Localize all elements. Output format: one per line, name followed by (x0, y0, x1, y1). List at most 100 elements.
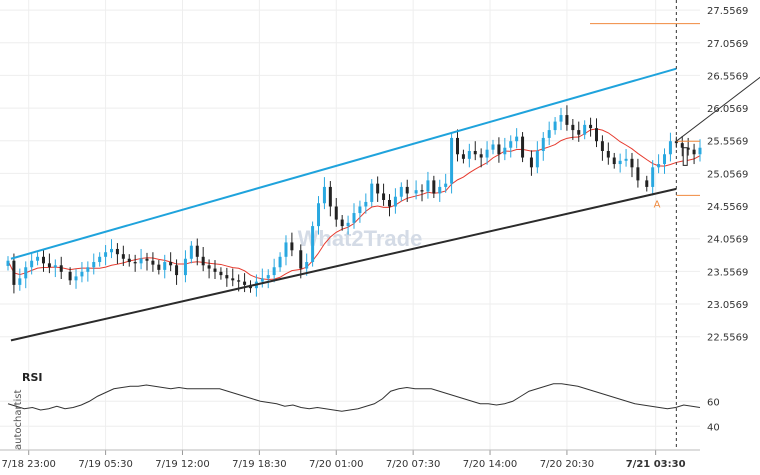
candle-body (364, 201, 368, 207)
candle-body (358, 206, 362, 214)
candle-body (12, 260, 16, 285)
candle-body (225, 275, 229, 279)
candle-body (272, 267, 276, 276)
candle-body (24, 267, 28, 279)
y-tick-label: 24.0569 (707, 235, 748, 246)
candle-body (237, 280, 241, 282)
candle-body (426, 180, 430, 192)
candle-body (80, 271, 84, 277)
candle-body (600, 141, 604, 151)
candle-body (127, 258, 131, 263)
candle-body (630, 158, 634, 168)
x-tick-label: 7/20 20:30 (540, 459, 594, 470)
y-tick-label: 24.5569 (707, 202, 748, 213)
candle-body (352, 213, 356, 223)
candle-body (207, 265, 211, 269)
candle-body (151, 260, 155, 265)
y-tick-label: 23.0569 (707, 300, 748, 311)
y-tick-label: 27.5569 (707, 6, 748, 17)
candle-body (139, 258, 143, 264)
candle-body (260, 278, 264, 282)
candle-body (47, 263, 51, 268)
candle-body (74, 276, 78, 281)
candle-body (92, 262, 96, 268)
candle-body (535, 150, 539, 168)
rsi-tick-label: 60 (707, 397, 720, 408)
price-axis: 27.5569 27.0569 26.5569 26.0569 25.5569 25.05… (707, 6, 748, 344)
candle-body (438, 186, 442, 194)
x-tick-label: 7/19 05:30 (78, 459, 132, 470)
candle-body (624, 158, 628, 161)
x-tick-label: 7/20 14:00 (463, 459, 517, 470)
channel-upper-line (10, 67, 677, 260)
candle-body (317, 203, 321, 227)
channel-lower-line (10, 187, 677, 342)
candle-body (399, 186, 403, 197)
candle-body (456, 137, 460, 155)
candle-body (461, 154, 465, 159)
grid (0, 0, 700, 450)
candle-body (565, 115, 569, 125)
candle-body (346, 222, 350, 227)
candle-body (692, 149, 696, 155)
candle-body (68, 271, 72, 281)
candle-body (201, 256, 205, 266)
candle-body (195, 245, 199, 257)
candle-body (163, 262, 167, 270)
side-label: autochartist (13, 390, 24, 450)
candle-body (668, 141, 672, 155)
y-tick-label: 26.5569 (707, 71, 748, 82)
candle-body (420, 190, 424, 192)
candle-body (521, 136, 525, 158)
y-tick-label: 23.5569 (707, 267, 748, 278)
candle-body (674, 141, 678, 144)
candle-body (110, 248, 114, 253)
candle-body (121, 254, 125, 259)
candle-body (606, 150, 610, 158)
candle-body (370, 183, 374, 202)
candle-body (547, 130, 551, 138)
candle-body (450, 137, 454, 184)
y-tick-label: 26.0569 (707, 104, 748, 115)
candle-body (393, 196, 397, 207)
candle-body (479, 154, 483, 158)
current-candle (682, 147, 688, 166)
candle-body (334, 206, 338, 220)
candle-body (376, 183, 380, 194)
candle-body (515, 136, 519, 142)
candle-body (284, 242, 288, 257)
candle-body (104, 252, 108, 257)
candle-body (266, 275, 270, 279)
candle-body (473, 150, 477, 155)
candle-body (618, 160, 622, 165)
y-tick-label: 22.5569 (707, 333, 748, 344)
candle-body (175, 265, 179, 276)
candle-body (145, 258, 149, 261)
candle-body (485, 149, 489, 158)
candle-body (698, 147, 702, 155)
candle-body (645, 180, 649, 187)
target-arrow-line (676, 76, 760, 142)
candle-body (503, 147, 507, 155)
candle-body (432, 180, 436, 194)
candle-body (311, 226, 315, 263)
candle-body (657, 164, 661, 168)
candle-body (680, 143, 684, 148)
candle-body (41, 256, 45, 264)
candle-body (559, 115, 563, 122)
candle-body (553, 121, 557, 131)
candle-body (571, 124, 575, 131)
rsi-panel: 60 40 (0, 383, 720, 433)
candle-body (299, 250, 303, 269)
candle-body (243, 281, 247, 285)
pattern-point-label: A (654, 199, 661, 210)
candles (6, 105, 702, 297)
y-tick-label: 27.0569 (707, 39, 748, 50)
candle-body (53, 265, 57, 268)
x-tick-label: 7/21 03:30 (626, 459, 686, 470)
x-tick-label: 7/20 07:30 (386, 459, 440, 470)
candle-body (18, 278, 22, 285)
time-axis: 7/18 23:00 7/19 05:30 7/19 12:00 7/19 18:30… (0, 449, 700, 470)
candle-body (169, 262, 173, 266)
